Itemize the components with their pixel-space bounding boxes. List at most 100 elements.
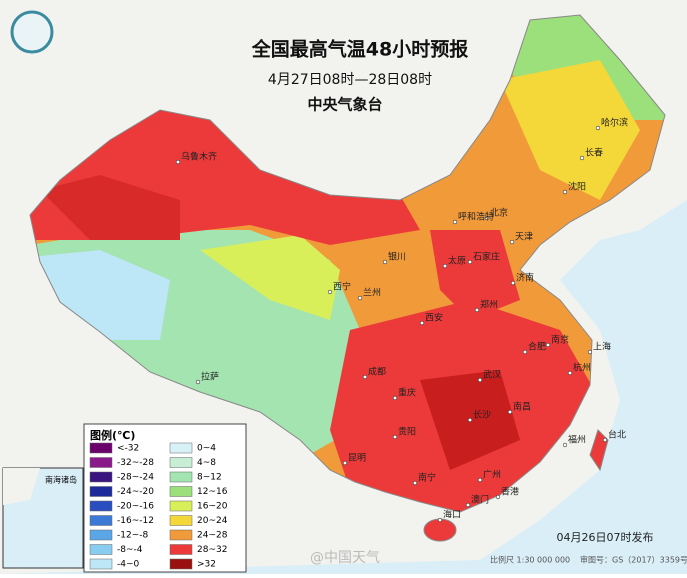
legend-swatch: [89, 442, 113, 454]
city-label: 南宁: [418, 472, 436, 484]
legend-label: >32: [197, 560, 216, 570]
city-label: 西安: [425, 312, 443, 324]
title: 全国最高气温48小时预报: [251, 38, 468, 61]
legend-label: 4~8: [197, 458, 216, 468]
inset: 南海诸岛: [2, 467, 84, 569]
city-label: 石家庄: [473, 251, 500, 263]
city-dot: [507, 409, 513, 415]
city-dot: [477, 377, 483, 383]
watermark: @中国天气: [310, 550, 380, 566]
subtitle: 4月27日08时—28日08时: [268, 72, 432, 88]
inset-label: 南海诸岛: [45, 475, 77, 485]
city-dot: [484, 215, 490, 221]
issuer: 中央气象台: [307, 96, 382, 114]
city-dot: [362, 374, 368, 380]
city-label: 台北: [608, 429, 626, 441]
legend-swatch: [89, 500, 113, 512]
city-label: 贵阳: [398, 426, 416, 438]
legend-swatch: [169, 500, 193, 512]
city-label: 南昌: [513, 401, 531, 413]
legend-label: 24~28: [197, 531, 228, 541]
city-label: 银川: [388, 251, 406, 263]
legend-label: 16~20: [197, 502, 228, 512]
city-label: 沈阳: [568, 181, 586, 193]
city-dot: [327, 289, 333, 295]
city-dot: [562, 189, 568, 195]
city-dot: [195, 379, 201, 385]
city-label: 重庆: [398, 387, 416, 399]
scale: 比例尺 1:30 000 000: [490, 555, 570, 565]
city-label: 长春: [585, 147, 603, 159]
city-label: 上海: [593, 341, 611, 353]
city-label: 香港: [501, 486, 519, 498]
city-dot: [392, 395, 398, 401]
legend-label: -12~-8: [117, 531, 148, 541]
legend-label: -32~-28: [117, 458, 154, 468]
city-dot: [392, 434, 398, 440]
city-label: 太原: [448, 255, 466, 267]
city-label: 福州: [568, 434, 586, 446]
city-label: 郑州: [480, 299, 498, 311]
city-label: 乌鲁木齐: [181, 151, 217, 163]
legend-title: 图例(℃): [90, 428, 135, 442]
legend-swatch: [89, 544, 113, 555]
legend-swatch: [169, 515, 193, 526]
city-label: 海口: [443, 509, 461, 521]
legend-swatch: [169, 442, 193, 454]
legend-swatch: [169, 529, 193, 541]
legend-swatch: [169, 558, 193, 570]
city-dot: [477, 477, 483, 483]
city-label: 广州: [483, 469, 501, 481]
city-label: 合肥: [528, 341, 546, 353]
legend-label: -8~-4: [117, 545, 143, 555]
city-dot: [567, 370, 573, 376]
city-dot: [467, 259, 473, 265]
city-dot: [562, 442, 568, 448]
legend-swatch: [169, 471, 193, 483]
city-label: 昆明: [348, 453, 366, 464]
city-dot: [602, 437, 608, 443]
city-dot: [412, 480, 418, 486]
city-label: 呼和浩特: [458, 211, 494, 223]
city-dot: [509, 239, 515, 245]
city-label: 成都: [368, 366, 386, 378]
city-dot: [442, 263, 448, 269]
legend-label: 20~24: [197, 516, 228, 526]
legend-label: 0~4: [197, 444, 216, 454]
legend-label: 8~12: [197, 473, 222, 483]
city-label: 天津: [515, 232, 533, 243]
city-label: 西宁: [333, 281, 351, 293]
legend-label: -4~0: [117, 560, 140, 570]
legend-swatch: [89, 515, 113, 526]
city-dot: [382, 259, 388, 265]
legend-label: -28~-24: [117, 473, 154, 483]
legend-swatch: [89, 471, 113, 483]
city-dot: [474, 307, 480, 313]
city-dot: [579, 155, 585, 161]
city-label: 澳门: [471, 494, 489, 506]
city-dot: [510, 280, 516, 286]
city-dot: [545, 342, 551, 348]
hainan: [423, 518, 457, 542]
logo: [10, 10, 54, 54]
border: [29, 14, 666, 513]
legend-label: -24~-20: [117, 487, 154, 497]
city-dot: [467, 417, 473, 423]
legend-swatch: [169, 457, 193, 468]
city-label: 长沙: [473, 409, 491, 421]
legend-label: -16~-12: [117, 516, 154, 526]
city-dot: [357, 295, 363, 301]
city-dot: [342, 460, 348, 466]
approval: 审图号：GS（2017）3359号: [580, 555, 687, 565]
legend-swatch: [89, 457, 113, 468]
city-label: 南京: [551, 334, 569, 346]
legend-label: -20~-16: [117, 502, 154, 512]
city-label: 兰州: [363, 287, 381, 299]
city-dot: [452, 219, 458, 225]
city-dot: [175, 159, 181, 165]
city-dot: [465, 502, 471, 508]
legend: 图例(℃) <-32 -32~-28 -28~-24 -24~-20 -20~-16 -1…: [83, 423, 247, 573]
city-dot: [587, 349, 593, 355]
city-dot: [419, 320, 425, 326]
